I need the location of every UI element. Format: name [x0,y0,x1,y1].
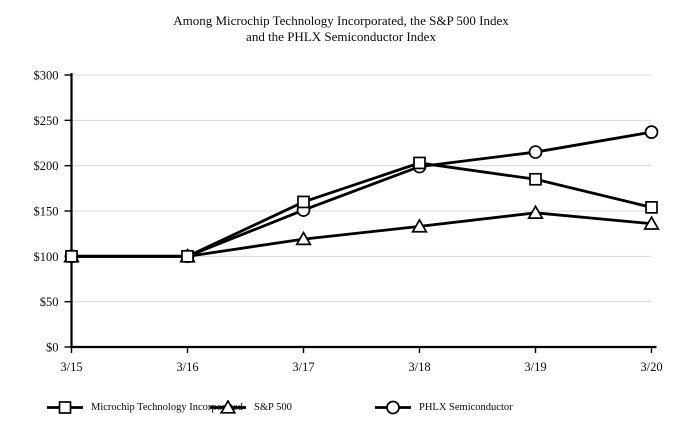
svg-text:$300: $300 [34,69,59,83]
legend: Microchip Technology Incorporated S&P 50… [0,400,682,422]
square-marker-icon [47,401,83,414]
svg-text:$100: $100 [34,250,59,264]
triangle-marker-icon [210,400,246,414]
svg-text:$0: $0 [46,341,59,355]
svg-text:3/19: 3/19 [524,360,546,374]
svg-text:3/20: 3/20 [640,360,662,374]
svg-text:3/15: 3/15 [60,360,82,374]
svg-text:$150: $150 [34,205,59,219]
svg-text:3/18: 3/18 [408,360,430,374]
chart-title: Among Microchip Technology Incorporated,… [0,13,682,45]
svg-text:3/17: 3/17 [292,360,314,374]
legend-item-microchip: Microchip Technology Incorporated [46,400,243,415]
chart-title-line1: Among Microchip Technology Incorporated,… [173,13,509,28]
svg-text:$250: $250 [34,114,59,128]
svg-text:$50: $50 [40,295,59,309]
svg-text:3/16: 3/16 [176,360,198,374]
legend-label-sp500: S&P 500 [254,402,292,413]
legend-label-phlx: PHLX Semiconductor [419,402,513,413]
svg-text:$200: $200 [34,159,59,173]
chart-title-line2: and the PHLX Semiconductor Index [246,29,436,44]
legend-item-phlx: PHLX Semiconductor [374,400,513,415]
legend-item-sp500: S&P 500 [209,400,292,415]
legend-label-microchip: Microchip Technology Incorporated [91,402,243,413]
circle-marker-icon [375,400,411,415]
